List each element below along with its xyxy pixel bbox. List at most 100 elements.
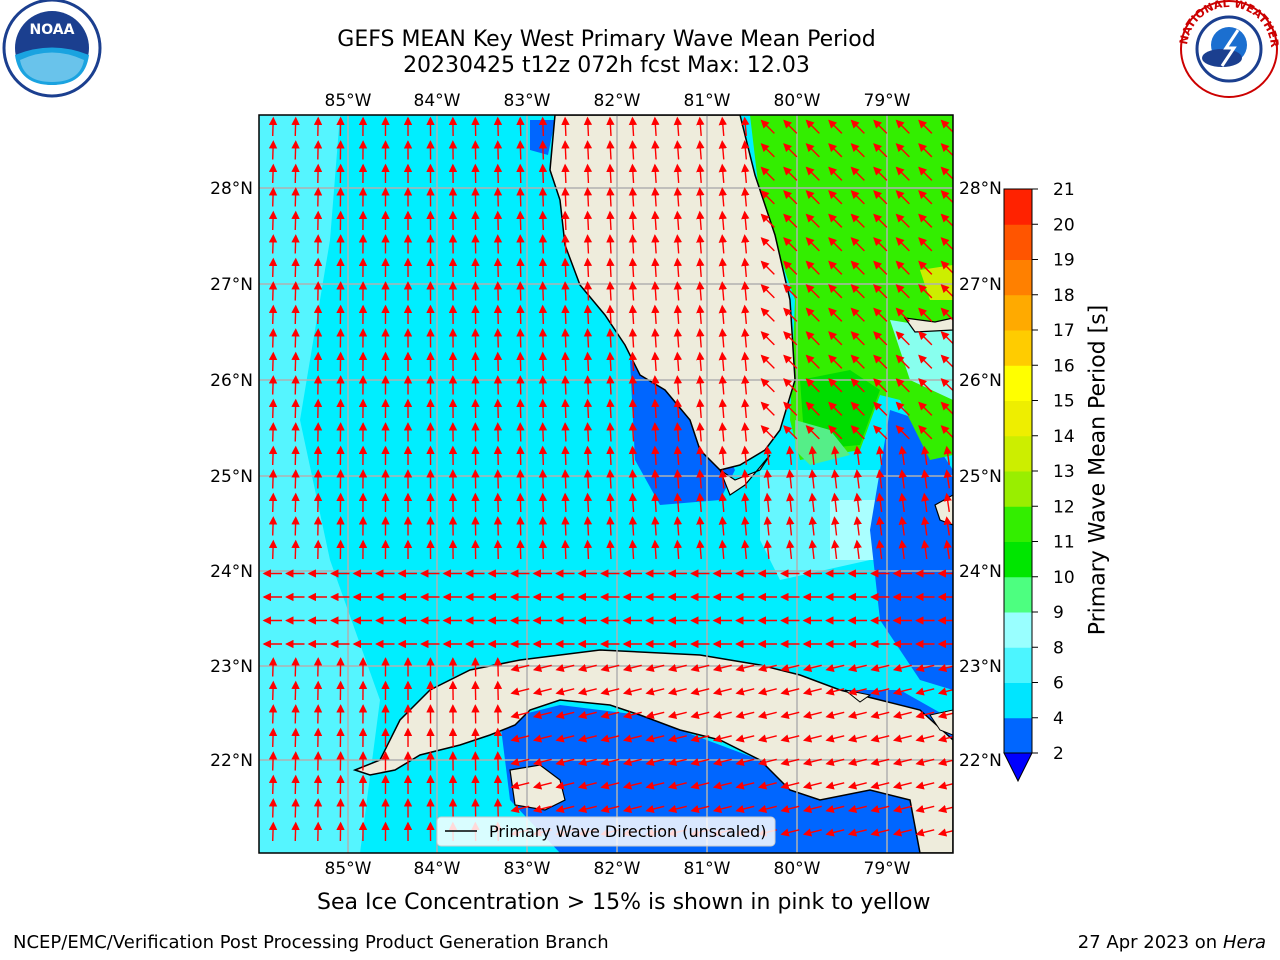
wave-arrow xyxy=(915,663,935,673)
wave-arrow xyxy=(937,828,953,837)
wave-arrow xyxy=(532,663,552,673)
wave-arrow xyxy=(696,516,705,536)
lon-label: 81°W xyxy=(684,91,731,111)
wave-arrow xyxy=(651,281,660,301)
wave-arrow xyxy=(870,804,890,814)
wave-arrow xyxy=(850,307,865,322)
wave-arrow xyxy=(918,213,933,228)
lat-label: 22°N xyxy=(210,751,253,771)
wave-arrow xyxy=(600,781,620,790)
wave-arrow xyxy=(561,422,570,442)
wave-arrow xyxy=(561,140,570,160)
wave-arrow xyxy=(667,663,687,673)
wave-arrow xyxy=(651,398,660,419)
wave-arrow xyxy=(802,663,822,673)
wave-arrow xyxy=(760,401,775,416)
wave-arrow xyxy=(805,284,820,299)
wave-arrow xyxy=(673,234,683,254)
wave-arrow xyxy=(510,663,530,673)
wave-arrow xyxy=(268,163,278,184)
wave-arrow xyxy=(538,516,548,536)
wave-arrow xyxy=(667,757,687,767)
wave-arrow xyxy=(538,445,548,466)
wave-arrow xyxy=(718,281,728,301)
lat-label: 28°N xyxy=(959,179,1002,199)
wave-arrow xyxy=(741,140,750,160)
wave-arrow xyxy=(918,260,933,275)
colorbar-tick-label: 10 xyxy=(1053,568,1075,588)
wave-arrow xyxy=(516,398,525,419)
wave-arrow xyxy=(918,401,933,416)
wave-arrow xyxy=(915,757,935,767)
wave-arrow xyxy=(628,281,638,301)
wave-arrow xyxy=(673,281,683,301)
wave-arrow xyxy=(937,757,953,767)
wave-arrow xyxy=(651,257,660,278)
wave-arrow xyxy=(915,687,935,696)
wave-arrow xyxy=(825,734,845,743)
wave-arrow xyxy=(268,445,278,466)
wave-arrow xyxy=(606,234,615,254)
lon-label: 84°W xyxy=(414,91,461,111)
wave-arrow xyxy=(850,237,865,252)
wave-arrow xyxy=(532,734,552,743)
wave-arrow xyxy=(718,210,728,231)
wave-arrow xyxy=(577,687,597,696)
wave-arrow xyxy=(718,539,728,560)
wave-arrow xyxy=(583,116,593,137)
wave-arrow xyxy=(538,281,548,301)
wave-arrow xyxy=(850,143,865,158)
wave-arrow xyxy=(876,516,885,536)
wave-arrow xyxy=(783,119,798,134)
colorbar-segment xyxy=(1004,435,1032,472)
wave-arrow xyxy=(783,307,798,322)
lat-label: 26°N xyxy=(959,371,1002,391)
wave-arrow xyxy=(673,516,683,536)
wave-arrow xyxy=(850,119,865,134)
wave-arrow xyxy=(718,116,728,137)
wave-arrow xyxy=(760,119,775,134)
wave-arrow xyxy=(268,257,278,278)
wave-arrow xyxy=(741,422,750,442)
wave-arrow xyxy=(915,781,935,790)
wave-arrow xyxy=(561,304,570,325)
wave-arrow xyxy=(510,757,530,767)
wave-arrow xyxy=(555,710,575,720)
wave-arrow xyxy=(876,492,885,513)
colorbar-segment xyxy=(1004,471,1032,507)
wave-arrow xyxy=(651,234,660,254)
wave-arrow xyxy=(538,187,548,207)
wave-arrow xyxy=(600,710,620,720)
wave-arrow xyxy=(895,143,910,158)
wave-arrow xyxy=(622,663,642,673)
wave-arrow xyxy=(577,804,597,814)
lon-label: 80°W xyxy=(774,91,821,111)
wave-arrow xyxy=(892,781,912,790)
wave-arrow xyxy=(898,469,907,489)
wave-arrow xyxy=(645,757,665,767)
wave-arrow xyxy=(873,190,888,205)
wave-arrow xyxy=(538,163,548,184)
wave-arrow xyxy=(673,116,683,137)
wave-arrow xyxy=(718,375,728,395)
wave-arrow xyxy=(538,234,548,254)
map-plot-area xyxy=(259,115,953,853)
wave-arrow xyxy=(873,378,888,393)
wave-arrow xyxy=(555,687,575,696)
wave-arrow xyxy=(606,163,615,184)
colorbar-under-arrow xyxy=(1003,752,1033,783)
wave-arrow xyxy=(673,422,683,442)
wave-arrow xyxy=(741,539,750,560)
wave-arrow xyxy=(757,710,777,720)
wave-arrow xyxy=(850,166,865,181)
colorbar-segment xyxy=(1004,717,1032,754)
wave-arrow xyxy=(825,804,845,814)
wave-arrow xyxy=(805,190,820,205)
wave-arrow xyxy=(828,237,843,252)
wave-arrow xyxy=(741,492,750,513)
wave-arrow xyxy=(760,190,775,205)
wave-arrow xyxy=(516,351,525,372)
wave-arrow xyxy=(268,469,278,489)
lon-label: 79°W xyxy=(864,859,911,879)
wave-arrow xyxy=(757,781,777,790)
